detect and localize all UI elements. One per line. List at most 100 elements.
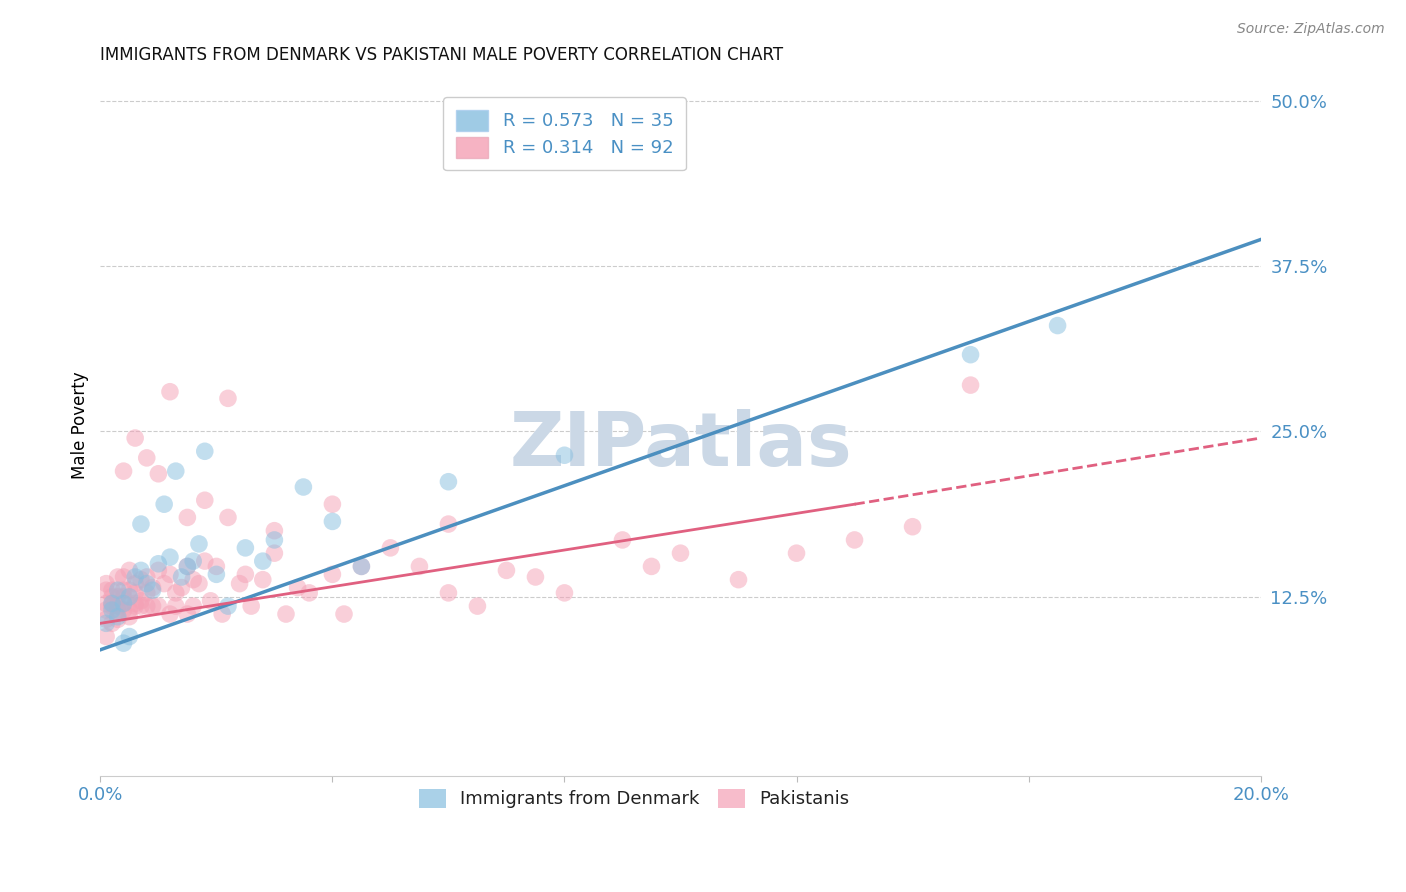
Point [205, 559, 228, 574]
Point [194, 554, 217, 568]
Point [467, 599, 489, 614]
Point [101, 603, 124, 617]
Point [118, 563, 141, 577]
Point [181, 573, 204, 587]
Point [211, 607, 233, 621]
Point [148, 563, 170, 577]
Point [94, 616, 117, 631]
Point [159, 567, 181, 582]
Point [176, 559, 198, 574]
Point [217, 392, 239, 406]
Point [176, 559, 198, 574]
Point [118, 583, 141, 598]
Point [129, 517, 152, 532]
Point [228, 576, 250, 591]
Point [959, 378, 981, 392]
Text: IMMIGRANTS FROM DENMARK VS PAKISTANI MALE POVERTY CORRELATION CHART: IMMIGRANTS FROM DENMARK VS PAKISTANI MAL… [100, 46, 783, 64]
Point [553, 448, 575, 462]
Point [101, 583, 124, 598]
Text: ZIPatlas: ZIPatlas [509, 409, 852, 483]
Point [437, 586, 460, 600]
Point [112, 590, 135, 604]
Point [194, 444, 217, 458]
Point [553, 586, 575, 600]
Point [101, 616, 124, 631]
Point [170, 570, 193, 584]
Point [252, 554, 274, 568]
Point [333, 607, 356, 621]
Point [129, 599, 152, 614]
Point [94, 630, 117, 644]
Point [844, 533, 866, 547]
Point [188, 576, 211, 591]
Point [437, 517, 460, 532]
Point [321, 515, 343, 529]
Y-axis label: Male Poverty: Male Poverty [72, 371, 89, 479]
Point [129, 594, 152, 608]
Point [135, 576, 157, 591]
Point [176, 607, 198, 621]
Point [148, 557, 170, 571]
Point [252, 573, 274, 587]
Point [217, 510, 239, 524]
Point [298, 586, 321, 600]
Point [142, 581, 165, 595]
Point [135, 599, 157, 614]
Point [159, 550, 181, 565]
Point [235, 567, 257, 582]
Point [727, 573, 749, 587]
Point [669, 546, 692, 560]
Point [135, 586, 157, 600]
Point [118, 609, 141, 624]
Point [142, 599, 165, 614]
Point [350, 559, 373, 574]
Point [124, 586, 146, 600]
Point [135, 570, 157, 584]
Point [107, 609, 129, 624]
Point [94, 612, 117, 626]
Point [321, 567, 343, 582]
Point [263, 546, 285, 560]
Point [112, 603, 135, 617]
Point [107, 590, 129, 604]
Point [101, 599, 124, 614]
Point [112, 464, 135, 478]
Point [959, 348, 981, 362]
Point [181, 554, 204, 568]
Point [170, 581, 193, 595]
Point [176, 510, 198, 524]
Point [1046, 318, 1069, 333]
Point [495, 563, 517, 577]
Point [129, 573, 152, 587]
Point [94, 576, 117, 591]
Point [112, 583, 135, 598]
Point [107, 612, 129, 626]
Point [112, 570, 135, 584]
Point [612, 533, 634, 547]
Point [153, 497, 176, 511]
Legend: Immigrants from Denmark, Pakistanis: Immigrants from Denmark, Pakistanis [412, 781, 856, 815]
Point [124, 597, 146, 611]
Point [181, 599, 204, 614]
Point [640, 559, 662, 574]
Point [129, 563, 152, 577]
Point [107, 570, 129, 584]
Point [274, 607, 297, 621]
Point [101, 597, 124, 611]
Point [118, 630, 141, 644]
Point [159, 607, 181, 621]
Point [287, 581, 309, 595]
Point [153, 576, 176, 591]
Point [901, 519, 924, 533]
Point [159, 384, 181, 399]
Point [101, 597, 124, 611]
Point [437, 475, 460, 489]
Point [118, 590, 141, 604]
Point [148, 599, 170, 614]
Point [94, 603, 117, 617]
Point [124, 599, 146, 614]
Point [240, 599, 263, 614]
Point [786, 546, 808, 560]
Point [107, 583, 129, 598]
Point [135, 450, 157, 465]
